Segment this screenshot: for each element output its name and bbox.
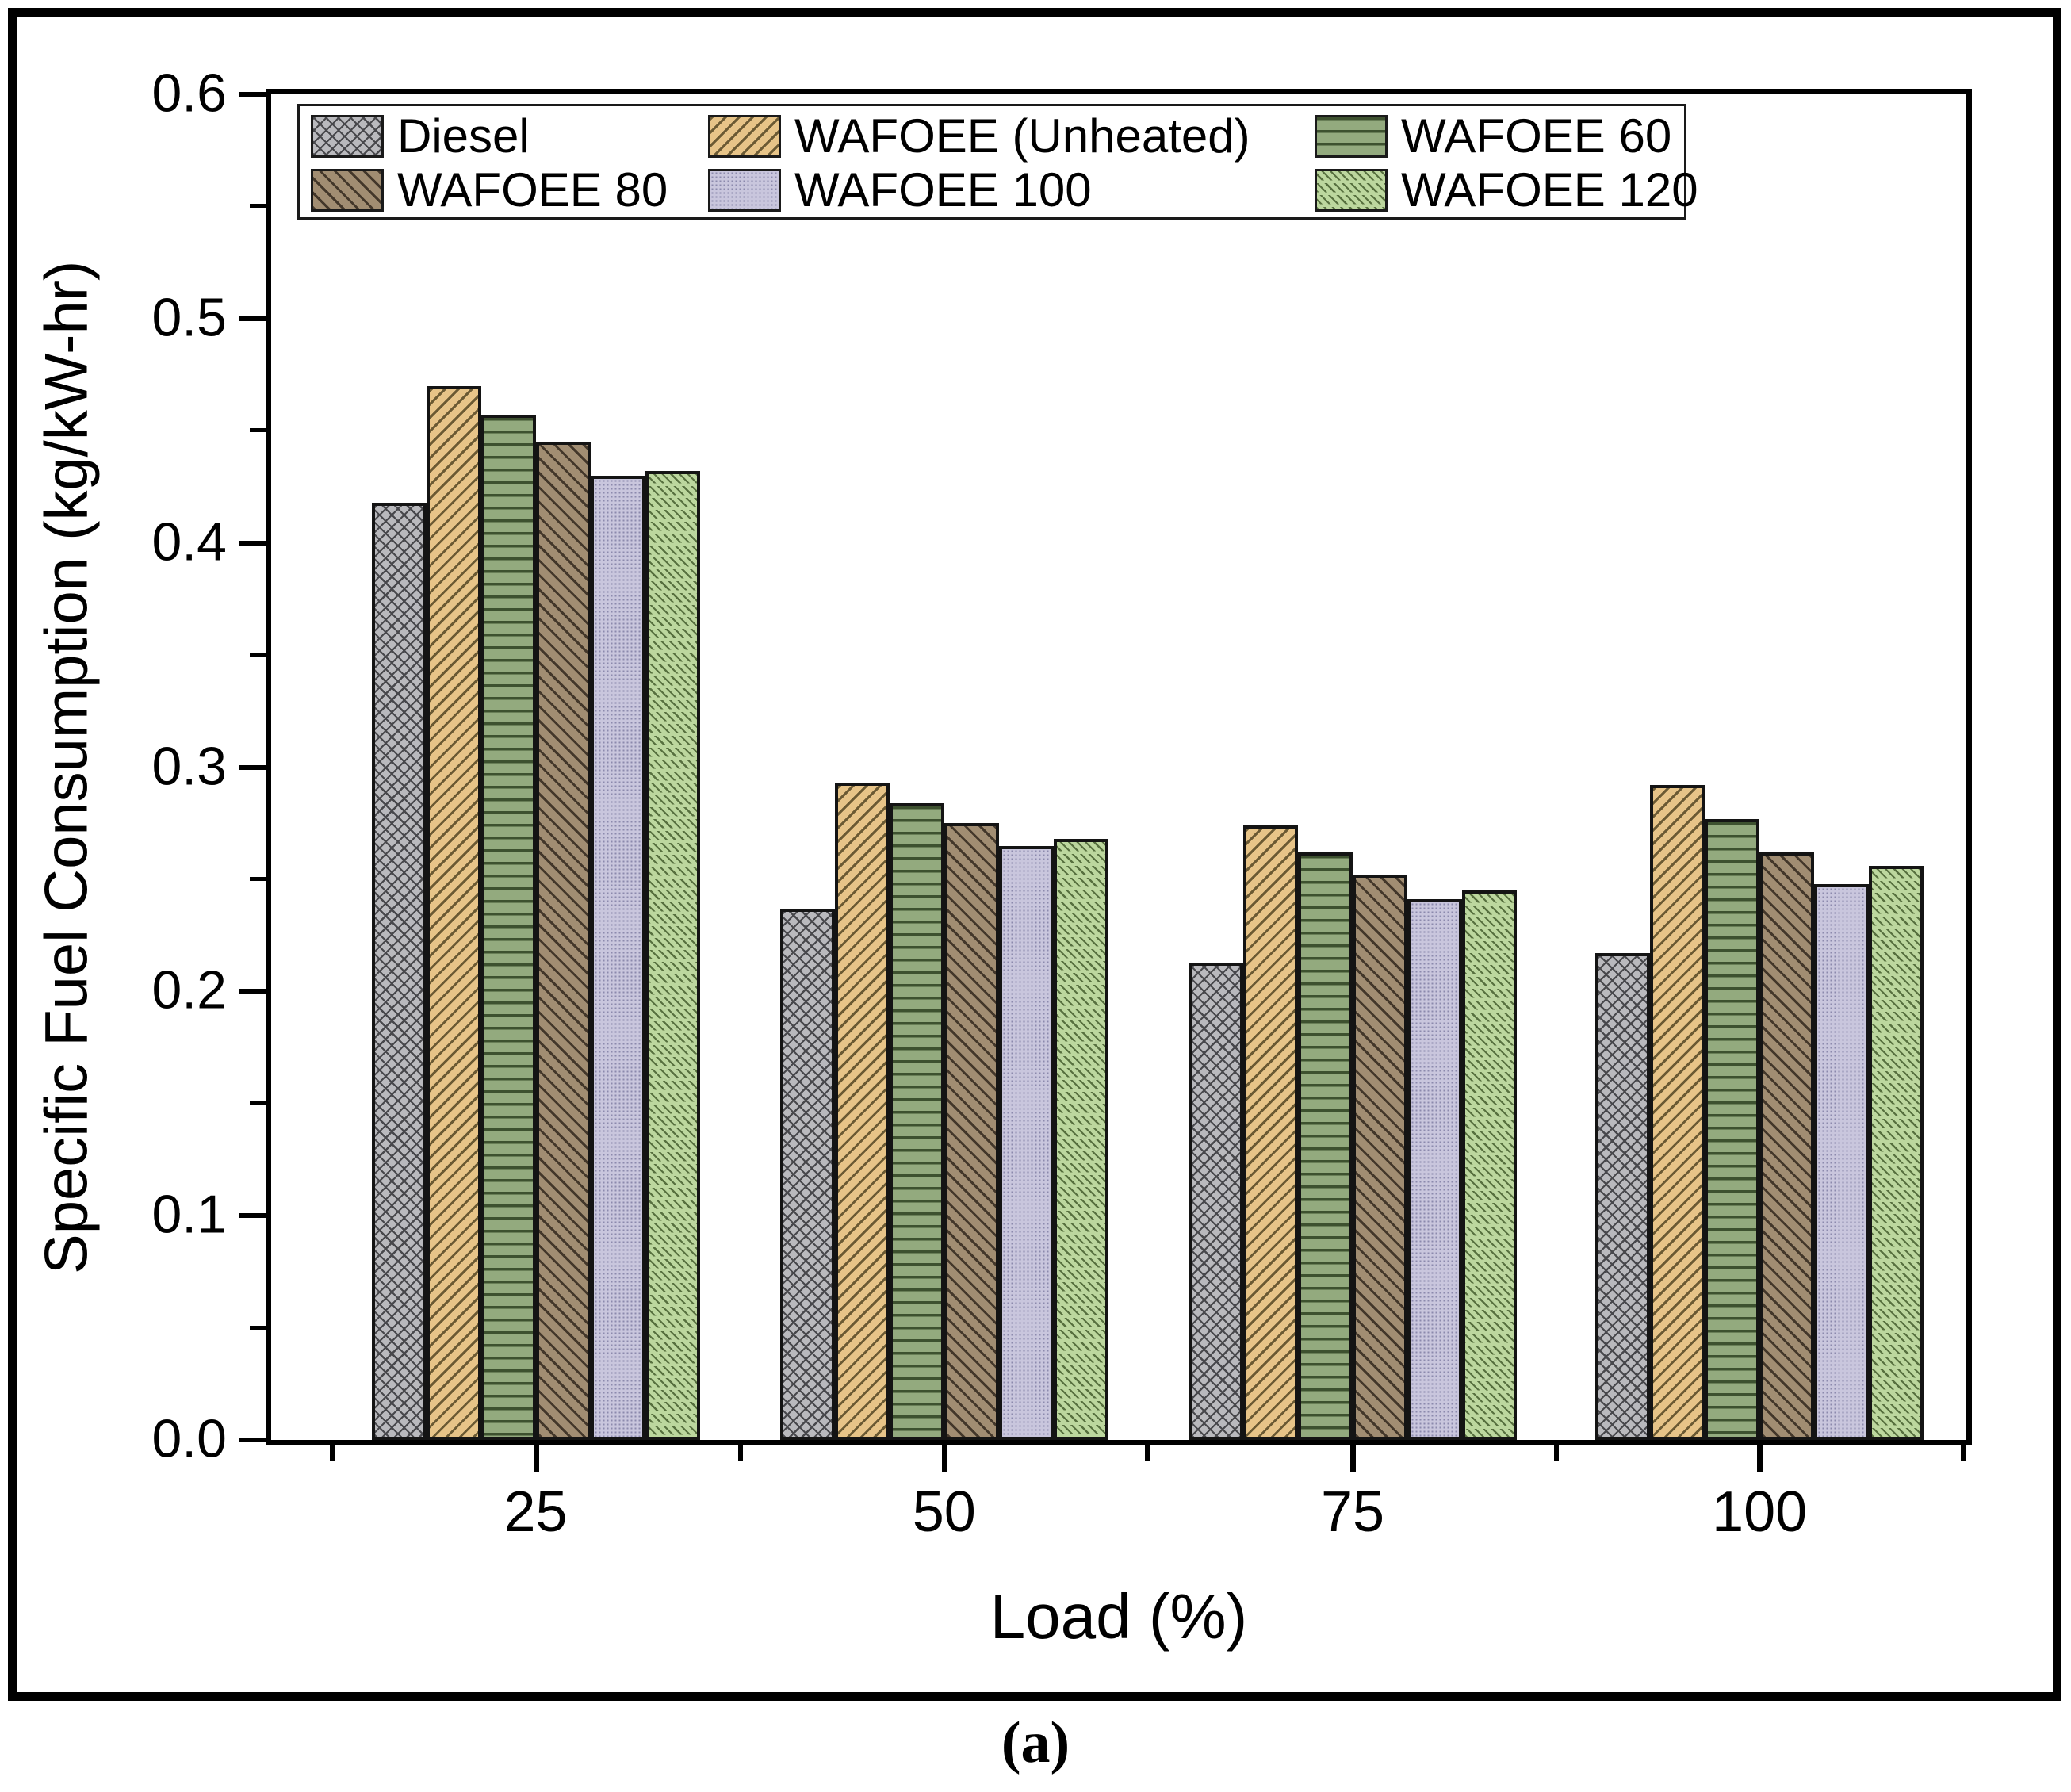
x-tick-label-50: 50 [912,1480,976,1544]
bar-wafoee-60-50 [889,802,944,1440]
x-axis-title: Load (%) [990,1581,1248,1652]
y-major-tick-0.30 [239,764,266,770]
y-major-tick-0.10 [239,1213,266,1219]
bar-wafoee-unheated-25 [426,385,481,1440]
legend-swatch-diesel [311,115,384,158]
bar-wafoee-60-75 [1298,852,1353,1440]
y-minor-tick-0.05 [250,1325,266,1330]
figure-frame: Specific Fuel Consumption (kg/kW-hr) Die… [8,8,2061,1701]
y-minor-tick-0.35 [250,653,266,657]
bar-wafoee-120-50 [1053,839,1108,1440]
y-major-tick-0.50 [239,316,266,321]
bar-wafoee-120-100 [1869,865,1924,1440]
bar-wafoee-120-25 [645,471,700,1440]
bar-wafoee-80-50 [944,823,999,1440]
y-major-tick-0.20 [239,989,266,994]
x-major-tick-100 [1757,1445,1763,1472]
y-minor-tick-0.25 [250,876,266,881]
legend-item-wafoee-60: WAFOEE 60 [1315,109,1672,163]
legend-swatch-wafoee-60 [1315,115,1388,158]
y-tick-label-0.6: 0.6 [151,63,227,124]
plot-area: Diesel WAFOEE (Unheated) WAFOEE 60 WAFOEE 8… [151,67,1972,1541]
legend-label-wafoee-unheated: WAFOEE (Unheated) [794,109,1250,163]
y-minor-tick-0.45 [250,428,266,433]
x-minor-tick [1960,1445,1966,1461]
bar-wafoee-60-100 [1705,818,1760,1440]
bar-wafoee-unheated-50 [834,783,890,1440]
bar-diesel-75 [1189,962,1244,1440]
y-tick-label-0.2: 0.2 [151,959,227,1020]
x-minor-tick [1553,1445,1559,1461]
legend-item-diesel: Diesel [311,109,530,163]
bar-wafoee-100-75 [1407,899,1463,1440]
x-minor-tick [1145,1445,1150,1461]
y-minor-tick-0.55 [250,204,266,209]
y-tick-label-0.4: 0.4 [151,511,227,572]
legend-item-wafoee-100: WAFOEE 100 [708,163,1092,216]
bar-wafoee-100-100 [1814,883,1870,1440]
x-major-tick-75 [1350,1445,1357,1472]
y-tick-label-0.5: 0.5 [151,287,227,348]
bar-wafoee-80-75 [1353,875,1408,1440]
bar-wafoee-60-25 [480,415,536,1440]
bar-wafoee-80-25 [535,442,591,1440]
legend-swatch-wafoee-120 [1315,169,1388,212]
legend-label-wafoee-100: WAFOEE 100 [794,163,1092,216]
legend-label-diesel: Diesel [397,109,530,163]
x-major-tick-25 [533,1445,539,1472]
bar-wafoee-120-75 [1462,890,1518,1440]
legend-swatch-wafoee-80 [311,169,384,212]
y-major-tick-0.00 [239,1438,266,1442]
legend-swatch-wafoee-100 [708,169,781,212]
bar-wafoee-100-25 [590,475,645,1440]
legend-item-wafoee-80: WAFOEE 80 [311,163,668,216]
y-tick-label-0.0: 0.0 [151,1408,227,1469]
x-minor-tick [738,1445,744,1461]
x-minor-tick [329,1445,335,1461]
y-tick-label-0.1: 0.1 [151,1184,227,1245]
x-tick-label-100: 100 [1712,1480,1808,1544]
bar-diesel-25 [371,502,427,1440]
x-major-tick-50 [941,1445,947,1472]
bar-diesel-100 [1595,953,1651,1440]
bar-wafoee-unheated-75 [1243,825,1299,1440]
bar-wafoee-unheated-100 [1650,785,1705,1440]
legend: Diesel WAFOEE (Unheated) WAFOEE 60 WAFOEE 8… [297,104,1698,220]
x-tick-label-75: 75 [1320,1480,1385,1544]
bars-layer [271,94,1966,1440]
bar-wafoee-100-50 [998,845,1054,1440]
legend-label-wafoee-80: WAFOEE 80 [397,163,668,216]
x-tick-label-25: 25 [503,1480,568,1544]
legend-item-wafoee-120: WAFOEE 120 [1315,163,1698,216]
y-minor-tick-0.15 [250,1101,266,1105]
bar-diesel-50 [779,908,835,1440]
legend-swatch-wafoee-unheated [708,115,781,158]
y-tick-label-0.3: 0.3 [151,736,227,797]
y-major-tick-0.40 [239,540,266,546]
legend-label-wafoee-120: WAFOEE 120 [1401,163,1698,216]
y-major-tick-0.60 [239,92,266,97]
legend-item-wafoee-unheated: WAFOEE (Unheated) [708,109,1250,163]
legend-label-wafoee-60: WAFOEE 60 [1401,109,1672,163]
panel-label: (a) [1001,1710,1070,1775]
bar-wafoee-80-100 [1759,852,1815,1440]
